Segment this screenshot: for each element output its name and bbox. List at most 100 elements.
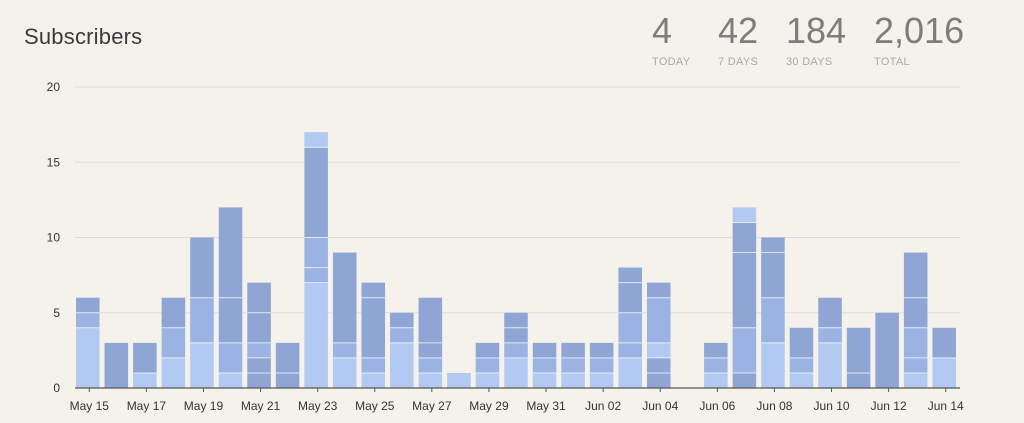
x-tick-label-may-25: May 25 bbox=[355, 399, 395, 413]
bar-segment-jun-09-2 bbox=[789, 327, 814, 358]
bar-segment-may-19-1 bbox=[190, 297, 214, 343]
bar-segment-jun-01-0 bbox=[561, 372, 585, 388]
bar-segment-may-21-1 bbox=[247, 357, 271, 373]
bar-segment-jun-13-1 bbox=[903, 357, 928, 373]
bar-segment-may-31-0 bbox=[532, 372, 557, 388]
bar-segment-jun-14-1 bbox=[932, 327, 956, 358]
bar-segment-may-15-0 bbox=[76, 327, 100, 388]
bar-segment-may-30-1 bbox=[504, 342, 528, 358]
bar-segment-may-16-0 bbox=[104, 342, 129, 388]
bar-segment-may-24-0 bbox=[332, 357, 357, 388]
bar-segment-jun-02-1 bbox=[589, 357, 614, 373]
bar-segment-jun-14-0 bbox=[932, 357, 956, 388]
x-tick-label-may-27: May 27 bbox=[412, 399, 452, 413]
stat-total-value: 2,016 bbox=[874, 10, 965, 51]
bar-segment-jun-13-2 bbox=[903, 327, 928, 358]
stat-today-value: 4 bbox=[652, 10, 673, 51]
bar-segment-may-25-2 bbox=[361, 297, 386, 358]
bar-segment-may-21-3 bbox=[247, 312, 271, 343]
bar-segment-jun-03-4 bbox=[618, 267, 642, 283]
bar-segment-may-27-3 bbox=[418, 297, 443, 343]
bar-segment-jun-08-1 bbox=[761, 297, 785, 343]
bar-segment-may-29-0 bbox=[475, 372, 500, 388]
bar-segment-may-23-0 bbox=[304, 282, 328, 388]
bar-segment-jun-13-0 bbox=[903, 372, 928, 388]
bar-segment-may-29-2 bbox=[475, 342, 500, 358]
bar-segment-jun-10-0 bbox=[818, 342, 842, 388]
bar-segment-jun-12-0 bbox=[875, 312, 899, 388]
bar-segment-jun-04-2 bbox=[646, 342, 671, 358]
stat-30-days-label: 30 DAYS bbox=[786, 56, 833, 68]
x-tick-label-may-17: May 17 bbox=[127, 399, 167, 413]
stat-today-label: TODAY bbox=[652, 56, 691, 68]
bar-segment-may-18-0 bbox=[161, 357, 186, 388]
bar-segment-may-26-2 bbox=[390, 312, 414, 328]
bar-segment-may-25-3 bbox=[361, 282, 386, 298]
bar-segment-may-15-2 bbox=[76, 297, 100, 313]
bar-segment-jun-08-2 bbox=[761, 252, 785, 298]
stats-summary: 4 TODAY 42 7 DAYS 184 30 DAYS 2,016 TOTA… bbox=[0, 10, 1024, 80]
bar-segment-may-29-1 bbox=[475, 357, 500, 373]
bar-segment-may-17-1 bbox=[133, 342, 157, 373]
bar-segment-jun-04-3 bbox=[646, 297, 671, 343]
bar-segment-jun-03-0 bbox=[618, 357, 642, 388]
bar-segment-may-22-1 bbox=[275, 342, 300, 373]
x-tick-label-may-19: May 19 bbox=[184, 399, 224, 413]
bar-segment-may-25-0 bbox=[361, 372, 386, 388]
y-tick-label-5: 5 bbox=[53, 306, 60, 320]
stat-7-days: 42 7 DAYS bbox=[718, 10, 758, 68]
bar-segment-jun-08-0 bbox=[761, 342, 785, 388]
bar-segment-jun-07-2 bbox=[732, 252, 757, 328]
stat-30-days-value: 184 bbox=[786, 10, 847, 51]
stat-today: 4 TODAY bbox=[652, 10, 690, 68]
bar-segment-may-30-0 bbox=[504, 357, 528, 388]
bar-segment-jun-11-1 bbox=[846, 327, 871, 373]
bar-segment-jun-07-0 bbox=[732, 372, 757, 388]
bar-segment-may-31-1 bbox=[532, 357, 557, 373]
bar-segment-jun-07-3 bbox=[732, 222, 757, 253]
x-tick-label-may-31: May 31 bbox=[526, 399, 566, 413]
bar-segment-jun-06-0 bbox=[704, 372, 728, 388]
stat-7-days-label: 7 DAYS bbox=[718, 56, 759, 68]
bar-segment-jun-06-1 bbox=[704, 357, 728, 373]
bar-segment-may-27-2 bbox=[418, 342, 443, 358]
x-tick-label-jun-02: Jun 02 bbox=[585, 399, 621, 413]
bar-segment-jun-07-1 bbox=[732, 327, 757, 373]
stat-7-days-value: 42 bbox=[718, 10, 759, 51]
bar-segment-may-18-2 bbox=[161, 297, 186, 328]
bar-segment-jun-10-1 bbox=[818, 327, 842, 343]
x-tick-label-may-29: May 29 bbox=[469, 399, 509, 413]
bar-segment-may-23-2 bbox=[304, 237, 328, 268]
bar-segment-may-23-1 bbox=[304, 267, 328, 283]
bar-segment-jun-07-4 bbox=[732, 207, 757, 223]
x-tick-label-jun-04: Jun 04 bbox=[642, 399, 678, 413]
bar-segment-may-22-0 bbox=[275, 372, 300, 388]
x-tick-label-may-21: May 21 bbox=[241, 399, 281, 413]
bar-segment-may-21-0 bbox=[247, 372, 271, 388]
bar-segment-jun-02-0 bbox=[589, 372, 614, 388]
bar-segment-jun-03-2 bbox=[618, 312, 642, 343]
bar-segment-may-31-2 bbox=[532, 342, 557, 358]
bar-segment-jun-02-2 bbox=[589, 342, 614, 358]
bar-segment-jun-04-1 bbox=[646, 357, 671, 373]
bar-segment-may-18-1 bbox=[161, 327, 186, 358]
bar-segment-may-26-0 bbox=[390, 342, 414, 388]
bar-segment-jun-06-2 bbox=[704, 342, 728, 358]
bar-segment-may-30-3 bbox=[504, 312, 528, 328]
bar-segment-may-26-1 bbox=[390, 327, 414, 343]
bar-segment-may-23-3 bbox=[304, 147, 328, 238]
bar-segment-may-15-1 bbox=[76, 312, 100, 328]
bar-segment-may-20-0 bbox=[218, 372, 243, 388]
bar-segment-may-21-4 bbox=[247, 282, 271, 313]
bar-segment-may-17-0 bbox=[133, 372, 157, 388]
x-tick-label-may-23: May 23 bbox=[298, 399, 338, 413]
y-tick-label-20: 20 bbox=[47, 80, 61, 94]
bar-segment-may-23-4 bbox=[304, 132, 328, 148]
bar-segment-jun-04-4 bbox=[646, 282, 671, 298]
chart-title: Subscribers bbox=[24, 24, 143, 49]
bar-segment-jun-10-2 bbox=[818, 297, 842, 328]
bar-segment-jun-13-3 bbox=[903, 297, 928, 328]
y-tick-label-0: 0 bbox=[53, 381, 60, 395]
x-tick-label-jun-14: Jun 14 bbox=[928, 399, 964, 413]
